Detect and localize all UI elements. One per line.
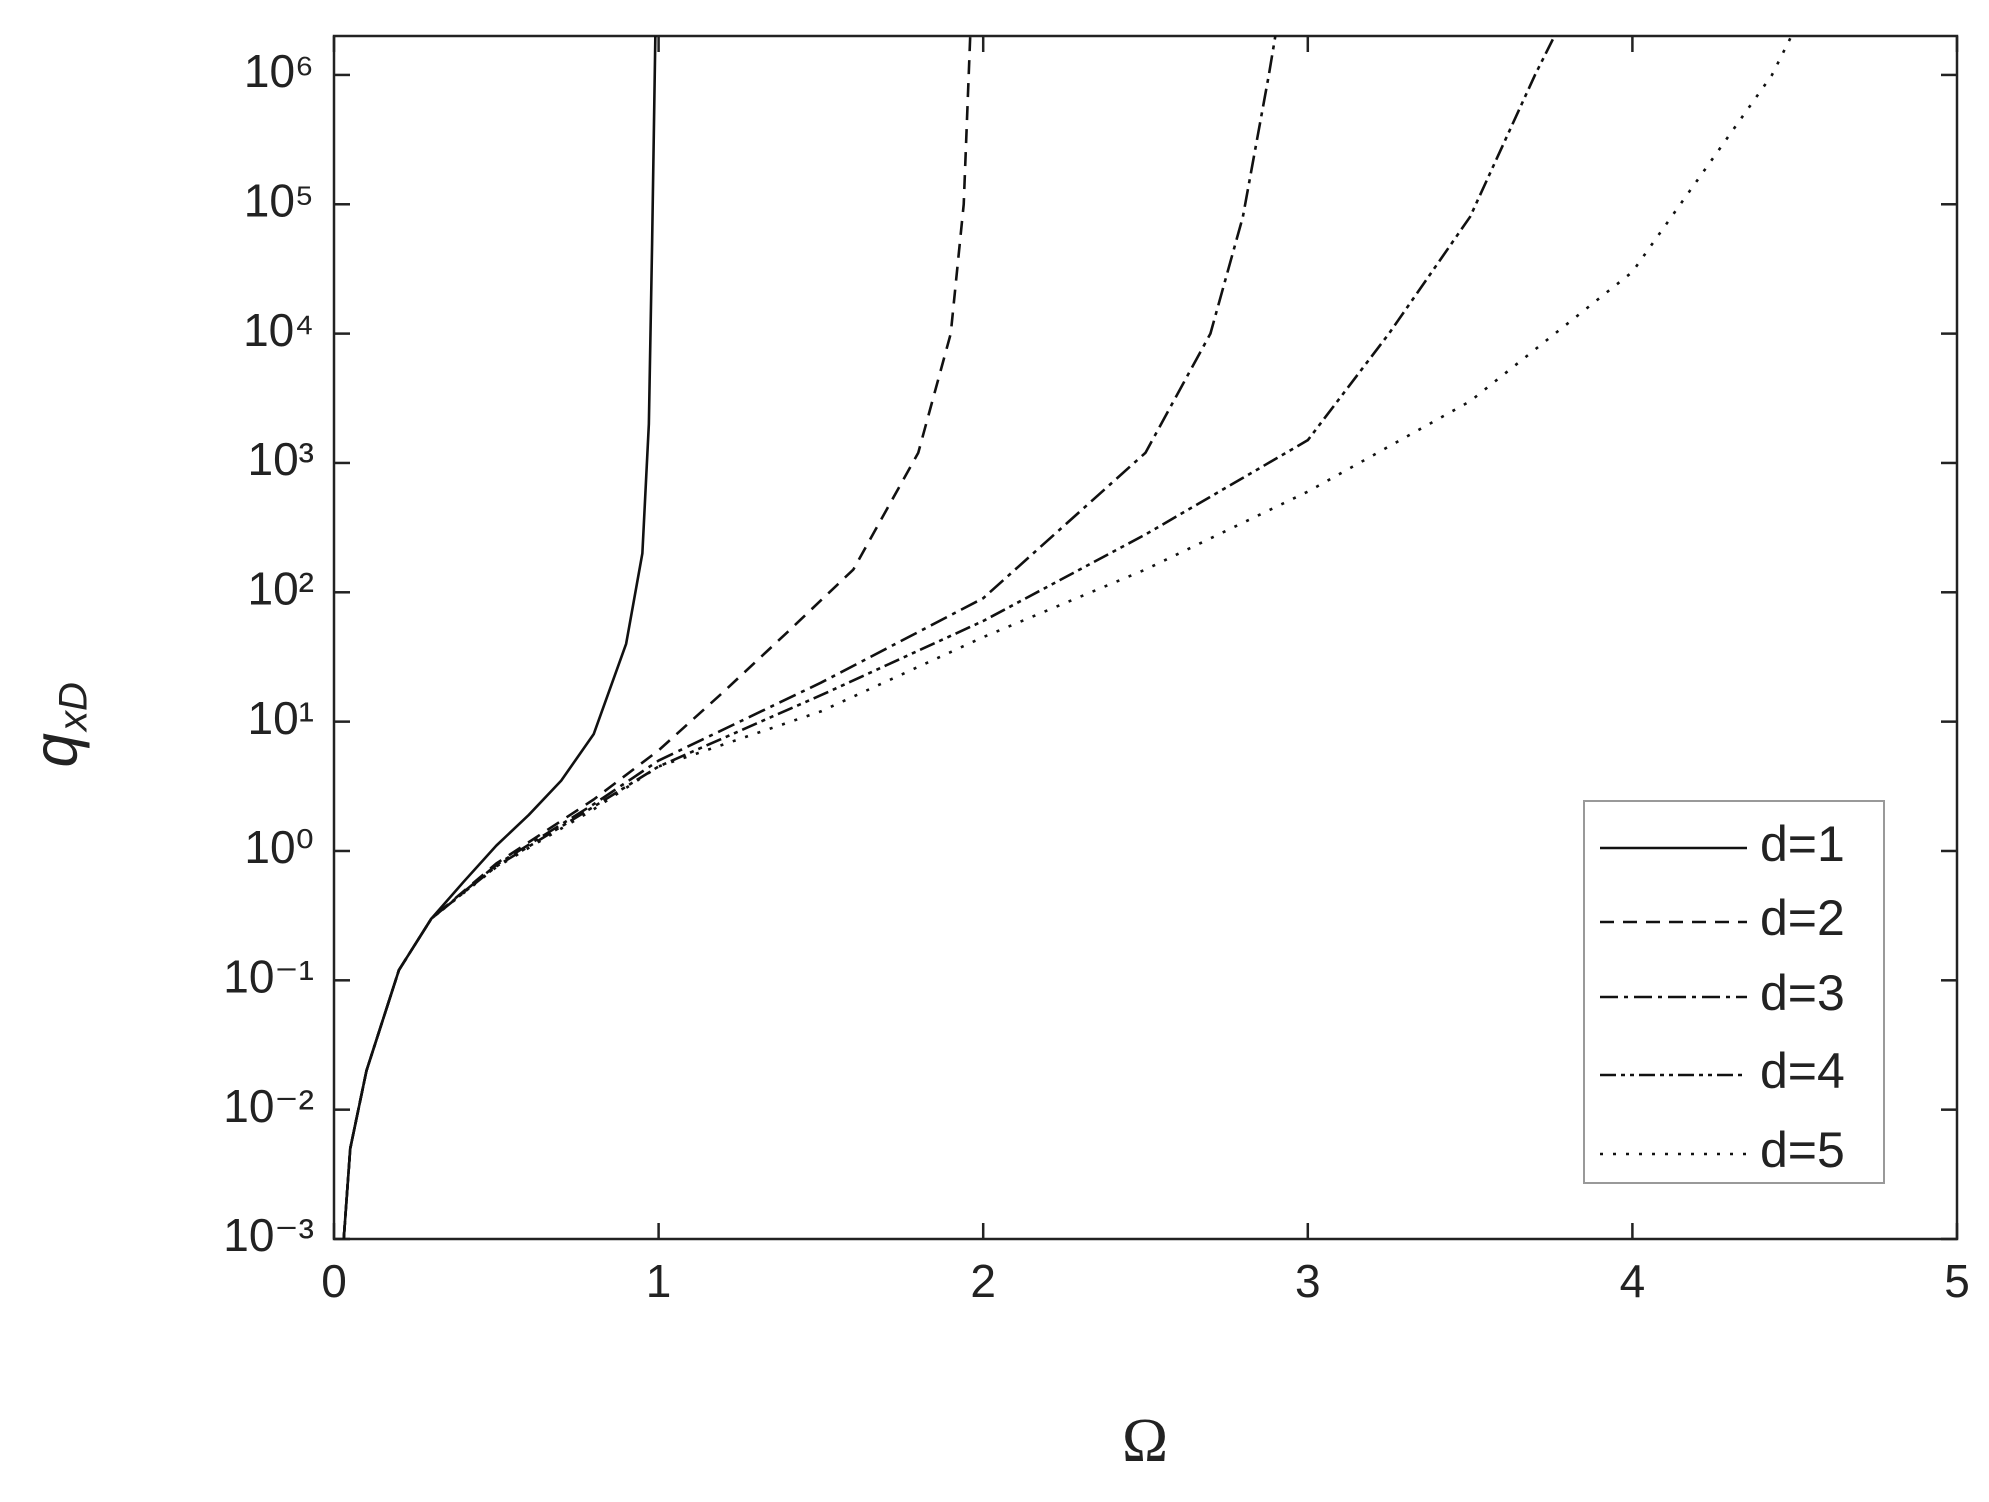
series-line: [342, 36, 1277, 1239]
x-tick-label: 3: [1295, 1255, 1321, 1307]
y-tick-label: 10⁵: [244, 174, 314, 226]
x-axis-label: Ω: [1122, 1407, 1168, 1475]
plot-area: [342, 36, 1793, 1239]
legend-label: d=1: [1760, 816, 1845, 872]
y-axis-label-sub: xD: [52, 682, 96, 733]
series-line: [342, 36, 657, 1239]
x-tick-label: 5: [1944, 1255, 1970, 1307]
y-tick-label: 10⁻³: [223, 1209, 314, 1261]
y-axis-label-main: q: [21, 732, 90, 767]
x-tick-label: 0: [321, 1255, 347, 1307]
y-tick-label: 10⁻²: [223, 1080, 314, 1132]
y-tick-label: 10²: [248, 562, 314, 614]
x-tick-label: 4: [1620, 1255, 1646, 1307]
y-tick-label: 10¹: [248, 692, 314, 744]
legend-label: d=4: [1760, 1043, 1845, 1099]
series-line: [342, 36, 972, 1239]
x-tick-label: 1: [646, 1255, 672, 1307]
x-tick-label: 2: [970, 1255, 996, 1307]
plot-frame: [332, 34, 1959, 1241]
y-tick-label: 10⁰: [244, 821, 314, 873]
series-line: [342, 36, 1793, 1239]
y-axis-label: q xD: [21, 682, 95, 767]
y-tick-label: 10⁶: [244, 45, 314, 97]
legend-label: d=2: [1760, 890, 1845, 946]
y-tick-label: 10⁻¹: [223, 950, 314, 1002]
legend-label: d=3: [1760, 965, 1845, 1021]
y-tick-label: 10³: [248, 433, 314, 485]
legend-label: d=5: [1760, 1122, 1845, 1178]
legend-box: [1583, 800, 1885, 1184]
y-tick-label: 10⁴: [243, 304, 314, 356]
series-line: [342, 36, 1556, 1239]
